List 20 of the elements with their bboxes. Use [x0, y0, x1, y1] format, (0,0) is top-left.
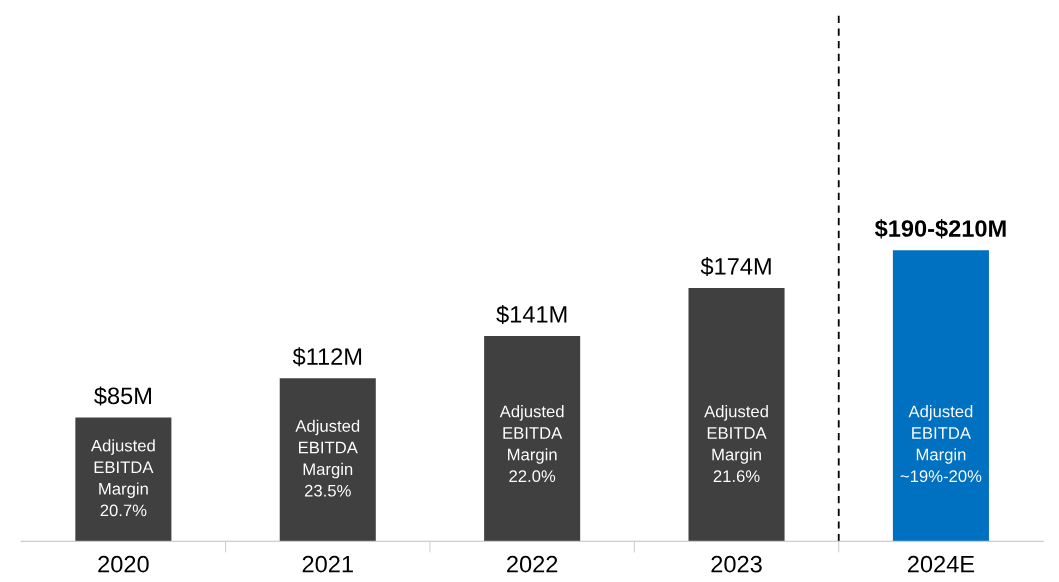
x-tick-label: 2024E	[907, 555, 975, 573]
x-tick-label: 2021	[302, 555, 353, 573]
bar	[75, 417, 172, 542]
annotation: Adjusted EBITDA Margin 22.0%	[499, 405, 564, 483]
data-label: $141M	[496, 305, 567, 325]
x-tick-label: 2020	[98, 555, 149, 573]
bar	[484, 336, 581, 542]
annotation: Adjusted EBITDA Margin 20.7%	[90, 439, 155, 517]
bar	[688, 288, 785, 542]
data-label: $85M	[94, 386, 151, 406]
data-label: $112M	[292, 347, 362, 367]
annotation: Adjusted EBITDA Margin 23.5%	[295, 419, 360, 497]
bar	[279, 378, 376, 542]
data-label: $174M	[700, 256, 771, 277]
annotation: Adjusted EBITDA Margin ~19%-20%	[900, 405, 982, 483]
annotation: Adjusted EBITDA Margin 21.6%	[704, 405, 768, 483]
bar	[892, 250, 989, 542]
data-label: $190-$210M	[874, 219, 1006, 239]
x-tick-label: 2022	[507, 555, 558, 573]
x-tick-label: 2023	[711, 555, 762, 573]
